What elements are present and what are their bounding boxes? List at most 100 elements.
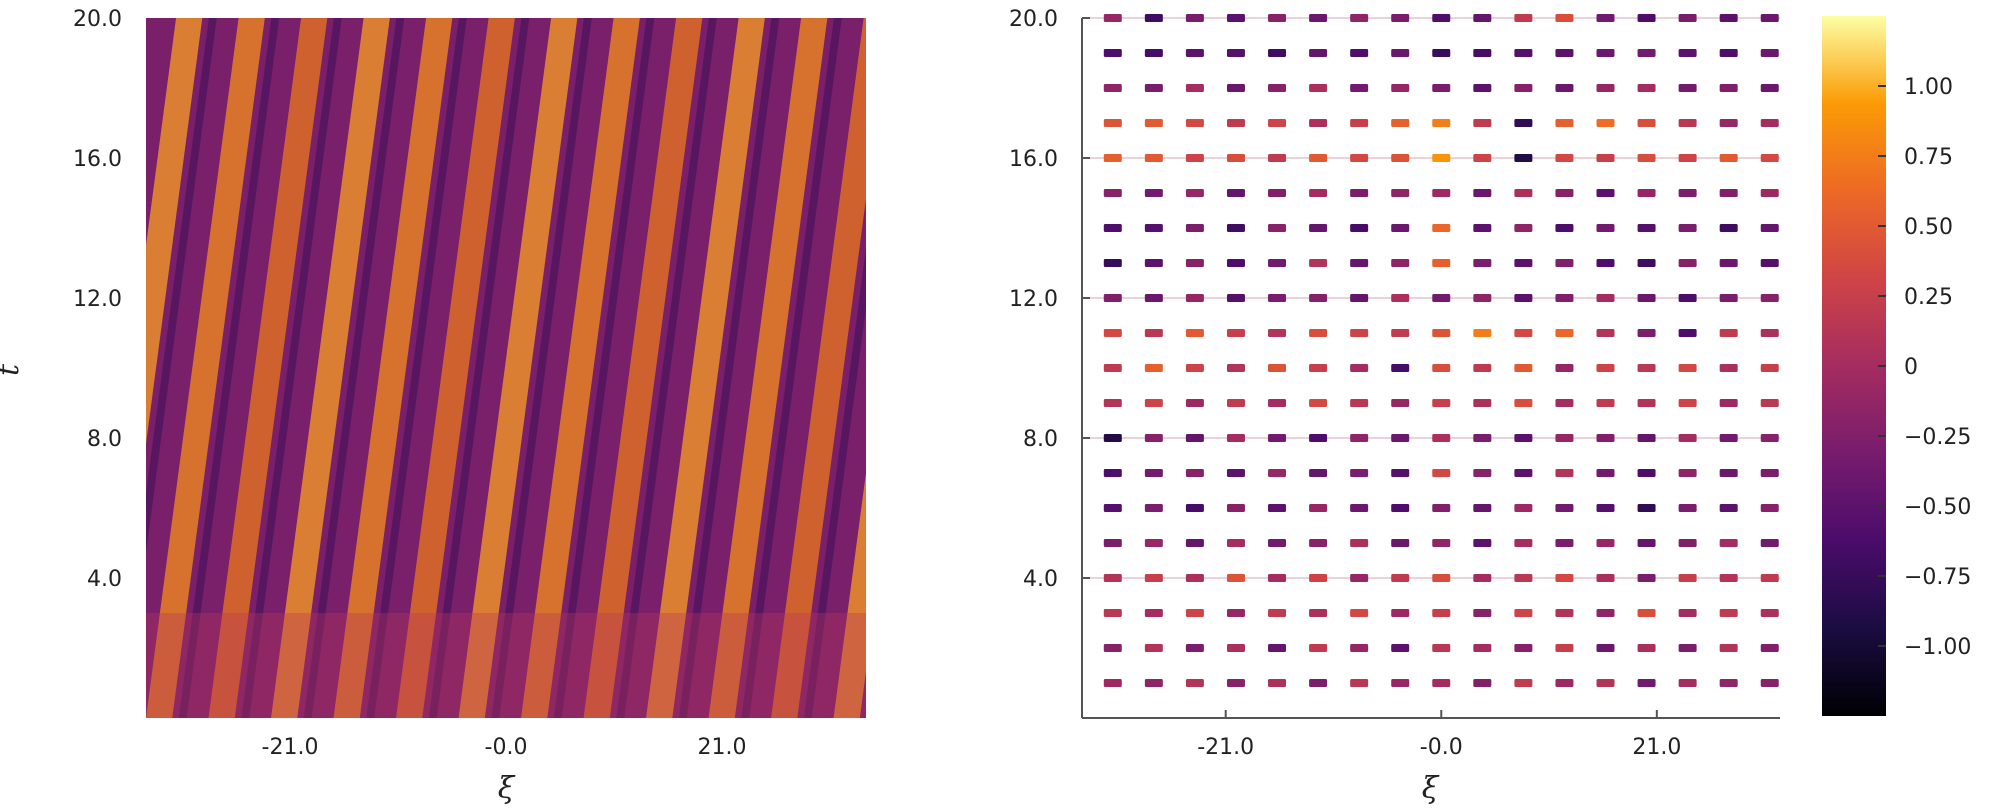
heatmap-cell: [1144, 84, 1163, 92]
heatmap-cell: [1185, 399, 1204, 407]
heatmap-cell: [1719, 609, 1738, 617]
heatmap-cell: [1103, 14, 1122, 22]
heatmap-cell: [1268, 679, 1287, 687]
heatmap-cell: [1637, 609, 1656, 617]
colorbar-tick-label: −1.00: [1904, 635, 1971, 660]
heatmap-cell: [1226, 49, 1245, 57]
heatmap-cell: [1350, 574, 1369, 582]
heatmap-cell: [1432, 189, 1451, 197]
heatmap-cell: [1473, 14, 1492, 22]
heatmap-dark-band: [678, 18, 780, 718]
heatmap-cell: [1391, 644, 1410, 652]
heatmap-cell: [1391, 329, 1410, 337]
heatmap-cell: [1514, 574, 1533, 582]
heatmap-cell: [1514, 399, 1533, 407]
heatmap-cell: [1678, 574, 1697, 582]
heatmap-cell: [1432, 119, 1451, 127]
heatmap-cell: [1514, 609, 1533, 617]
heatmap-cell: [1350, 224, 1369, 232]
heatmap-cell: [1309, 364, 1328, 372]
heatmap-cell: [1514, 154, 1533, 162]
heatmap-cell: [1596, 644, 1615, 652]
y-tick-label: 16.0: [73, 147, 122, 172]
heatmap-cell: [1432, 329, 1451, 337]
heatmap-cell: [1226, 469, 1245, 477]
heatmap-cell: [1309, 539, 1328, 547]
heatmap-cell: [1678, 224, 1697, 232]
heatmap-cell: [1103, 644, 1122, 652]
y-tick-label: 20.0: [73, 7, 122, 32]
heatmap-cell: [1226, 189, 1245, 197]
heatmap-cell: [1473, 644, 1492, 652]
heatmap-cell: [1473, 259, 1492, 267]
heatmap-dark-band: [428, 18, 530, 718]
heatmap-cell: [1268, 224, 1287, 232]
heatmap-cell: [1391, 539, 1410, 547]
heatmap-stripe: [271, 18, 390, 718]
heatmap-cell: [1103, 294, 1122, 302]
heatmap-cell: [1432, 399, 1451, 407]
heatmap-dark-band: [991, 18, 1091, 718]
heatmap-stripe: [959, 18, 1078, 718]
heatmap-cell: [1350, 189, 1369, 197]
heatmap-cell: [1596, 539, 1615, 547]
heatmap-cell: [1391, 224, 1410, 232]
heatmap-cell: [1144, 154, 1163, 162]
heatmap-cell: [1432, 574, 1451, 582]
left-x-ticks: -21.0 -0.0 21.0: [262, 735, 747, 760]
heatmap-cell: [1350, 119, 1369, 127]
x-tick-label: 21.0: [1632, 735, 1681, 760]
heatmap-cell: [1144, 224, 1163, 232]
heatmap-cell: [1432, 224, 1451, 232]
heatmap-cell: [1185, 259, 1204, 267]
heatmap-cell: [1760, 574, 1779, 582]
heatmap-cell: [1350, 504, 1369, 512]
heatmap-cell: [1555, 679, 1574, 687]
heatmap-cell: [1555, 189, 1574, 197]
heatmap-cell: [1555, 469, 1574, 477]
y-tick-label: 4.0: [87, 567, 122, 592]
heatmap-cell: [1268, 644, 1287, 652]
heatmap-cell: [1760, 679, 1779, 687]
heatmap-dark-band: [866, 18, 966, 718]
heatmap-cell: [1473, 609, 1492, 617]
heatmap-cell: [1226, 329, 1245, 337]
colorbar-gradient: [1822, 16, 1886, 716]
heatmap-cell: [1103, 189, 1122, 197]
heatmap-cell: [1555, 329, 1574, 337]
heatmap-cell: [1144, 399, 1163, 407]
x-tick-label: 21.0: [698, 735, 747, 760]
heatmap-cell: [1391, 679, 1410, 687]
heatmap-cell: [1103, 679, 1122, 687]
heatmap-cell: [1268, 504, 1287, 512]
heatmap-cell: [1226, 504, 1245, 512]
heatmap-cell: [1268, 154, 1287, 162]
heatmap-cell: [1391, 574, 1410, 582]
colorbar-tick-label: −0.50: [1904, 495, 1971, 520]
heatmap-cell: [1760, 119, 1779, 127]
heatmap-cell: [1596, 49, 1615, 57]
heatmap-cell: [1309, 504, 1328, 512]
heatmap-cell: [1719, 679, 1738, 687]
heatmap-cell: [1596, 399, 1615, 407]
heatmap-cell: [1185, 84, 1204, 92]
heatmap-cell: [1226, 574, 1245, 582]
heatmap-cell: [1309, 469, 1328, 477]
heatmap-cell: [1226, 294, 1245, 302]
heatmap-cell: [1719, 504, 1738, 512]
heatmap-cell: [1309, 434, 1328, 442]
heatmap-dark-band: [553, 18, 655, 718]
heatmap-cell: [1226, 609, 1245, 617]
heatmap-cell: [1637, 189, 1656, 197]
heatmap-cell: [1350, 49, 1369, 57]
heatmap-cell: [1678, 679, 1697, 687]
heatmap-cell: [1350, 469, 1369, 477]
x-tick-label: -0.0: [485, 735, 528, 760]
heatmap-cell: [1596, 434, 1615, 442]
heatmap-cell: [1678, 119, 1697, 127]
heatmap-cell: [1226, 644, 1245, 652]
heatmap-cell: [1309, 294, 1328, 302]
heatmap-cell: [1473, 504, 1492, 512]
colorbar-ticks: 1.00 0.75 0.50 0.25 0 −0.25 −0.50 −0.75 −1.00: [1878, 75, 1971, 660]
heatmap-cell: [1596, 14, 1615, 22]
